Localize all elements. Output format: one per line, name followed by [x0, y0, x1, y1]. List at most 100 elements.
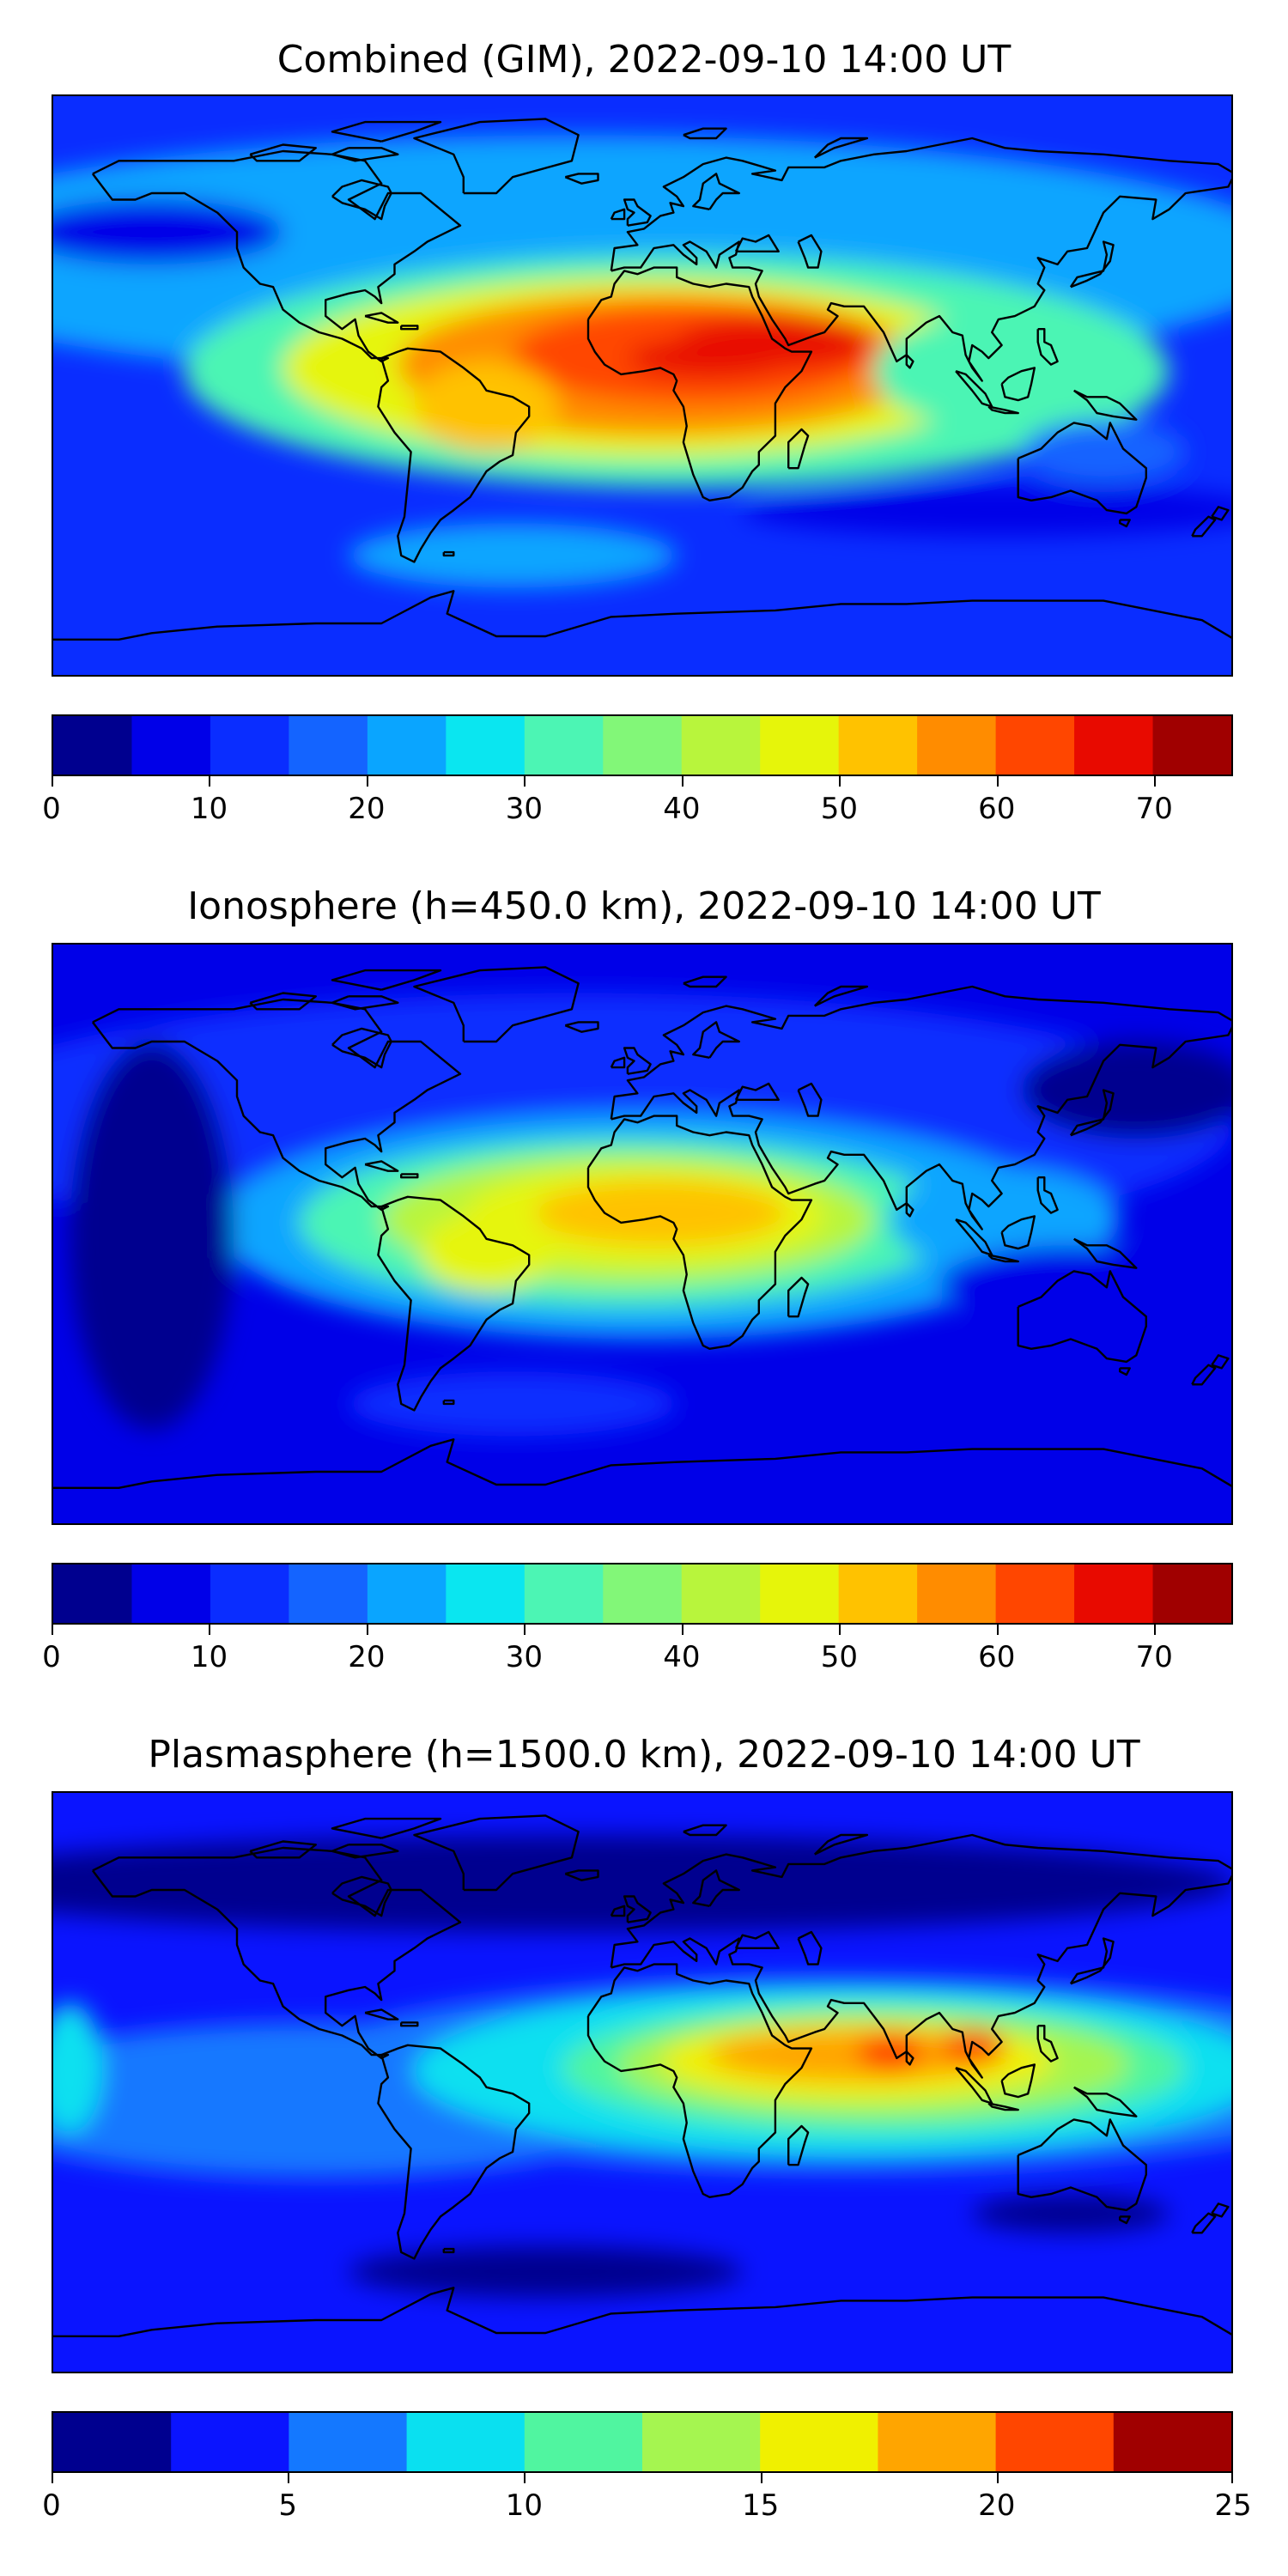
contour-region [349, 2245, 743, 2298]
colorbar-tick-label: 50 [820, 1640, 858, 1674]
coastline [586, 1115, 813, 1350]
coastline [1017, 422, 1147, 515]
colorbar-tick [209, 1625, 211, 1635]
colorbar-segment [642, 2413, 761, 2471]
coastline [905, 1202, 914, 1218]
coastline [683, 127, 727, 140]
coastline [400, 2021, 419, 2027]
colorbar-tick [996, 1625, 999, 1635]
coastline [692, 1869, 740, 1907]
coastline [683, 975, 727, 988]
map-ionosphere [52, 943, 1233, 1525]
contour-region [414, 361, 559, 453]
colorbar-tick [52, 1625, 53, 1635]
coastline [787, 428, 810, 470]
contour-region [348, 523, 677, 588]
colorbar-segment [681, 716, 761, 775]
colorbar-tick-label: 20 [348, 792, 386, 826]
colorbar-segment [289, 716, 368, 775]
colorbar-plasmasphere-ticks: 0 5 10 15 20 25 [42, 2473, 1252, 2524]
coastlines [53, 1814, 1231, 2337]
coastline [586, 1963, 813, 2198]
colorbar-plasmasphere-svg [53, 2413, 1231, 2471]
colorbar-tick [1154, 776, 1157, 787]
panel-title-plasmasphere: Plasmasphere (h=1500.0 km), 2022-09-10 1… [148, 1733, 1140, 1777]
coastline [1017, 1270, 1147, 1364]
coastline [734, 234, 780, 252]
coastline [1119, 2215, 1131, 2225]
contour-region [70, 1042, 234, 1430]
colorbar-segment [917, 716, 997, 775]
coastline [905, 354, 914, 369]
coastline [53, 1438, 1231, 1489]
colorbar-segment [446, 1564, 526, 1623]
colorbar-tick-label: 70 [1135, 792, 1173, 826]
map-ionosphere-svg [53, 945, 1231, 1523]
coastline [1036, 1176, 1059, 1214]
colorbar-segment [171, 2413, 289, 2471]
colorbar-plasmasphere [52, 2411, 1233, 2473]
coastline [610, 208, 626, 221]
coastline [53, 590, 1231, 641]
coastline [610, 1833, 1231, 2079]
colorbar-segment [995, 1564, 1075, 1623]
colorbar-segment [524, 716, 604, 775]
coastline [377, 1195, 531, 1412]
colorbar-segment [603, 716, 683, 775]
coastline [91, 149, 462, 363]
coastline [905, 2050, 914, 2066]
colorbar-tick [209, 776, 211, 787]
colorbar-tick-label: 10 [190, 1640, 228, 1674]
colorbar-tick-label: 30 [505, 1640, 544, 1674]
coastline [610, 985, 1231, 1230]
map-combined [52, 94, 1233, 677]
coastline [400, 325, 419, 331]
colorbar-segment [210, 716, 289, 775]
coastline [1191, 1364, 1217, 1386]
coastline [1069, 240, 1115, 289]
colorbar-segment [210, 1564, 289, 1623]
panel-title-combined: Combined (GIM), 2022-09-10 14:00 UT [276, 38, 1012, 82]
colorbar-tick-label: 40 [663, 792, 701, 826]
colorbar-tick [760, 2473, 762, 2483]
coastline [1191, 515, 1217, 538]
colorbar-tick-label: 5 [278, 2488, 298, 2523]
colorbar-tick [524, 1625, 526, 1635]
contour-region [348, 1371, 677, 1437]
colorbar-segment [760, 716, 840, 775]
coastline [564, 1021, 599, 1033]
contour-region [627, 338, 792, 378]
colorbar-tick [1231, 2473, 1233, 2483]
coastline [787, 1276, 810, 1318]
colorbar-tick-label: 0 [42, 2488, 61, 2523]
coastline [987, 405, 1019, 415]
coastline [813, 1833, 869, 1856]
colorbar-tick-label: 70 [1135, 1640, 1173, 1674]
colorbar-segment [446, 716, 526, 775]
coastline [413, 1814, 580, 1892]
coastline [1000, 2063, 1036, 2099]
coastline [610, 1056, 626, 1069]
colorbar-segment [289, 2413, 408, 2471]
coastline [364, 1160, 399, 1172]
contour-region [742, 484, 1231, 537]
colorbar-tick [366, 776, 368, 787]
colorbar-segment [878, 2413, 997, 2471]
colorbar-tick [524, 2473, 526, 2483]
contour-region [873, 313, 1137, 429]
coastline [1211, 506, 1230, 521]
colorbar-tick [52, 2473, 53, 2483]
panel-title-ionosphere: Ionosphere (h=450.0 km), 2022-09-10 14:0… [187, 884, 1101, 928]
colorbar-segment [131, 716, 211, 775]
colorbar-tick-label: 0 [42, 1640, 61, 1674]
colorbar-tick [366, 1625, 368, 1635]
colorbar-ionosphere [52, 1563, 1233, 1625]
coastline [987, 1254, 1019, 1263]
colorbar-segment [131, 1564, 211, 1623]
coastline [1072, 389, 1138, 421]
coastline [610, 1905, 626, 1917]
colorbar-segment [1113, 2413, 1231, 2471]
coastline [1000, 367, 1036, 402]
coastline [623, 1895, 652, 1923]
coastline [364, 2008, 399, 2020]
